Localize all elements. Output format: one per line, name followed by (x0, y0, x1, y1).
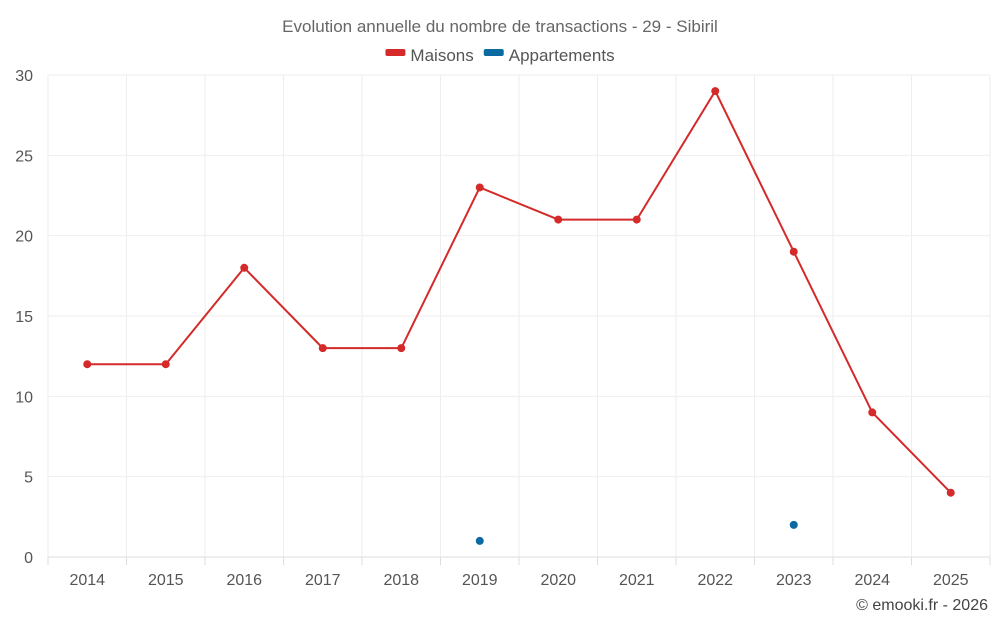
y-tick-label: 30 (15, 68, 33, 85)
data-point[interactable] (475, 536, 484, 545)
x-axis: 2014 2015 2016 2017 2018 2019 2020 2021 2022 2023… (69, 572, 968, 589)
series-appartements (475, 520, 798, 545)
y-tick-label: 15 (15, 309, 33, 326)
x-tick-label: 2023 (776, 572, 812, 589)
legend-label: Maisons (410, 46, 473, 65)
x-tick-label: 2019 (462, 572, 498, 589)
credit-text: © emooki.fr - 2026 (856, 597, 988, 614)
data-point[interactable] (946, 488, 955, 497)
x-tick-label: 2024 (854, 572, 890, 589)
data-point[interactable] (475, 183, 484, 192)
data-point[interactable] (318, 344, 327, 353)
data-point[interactable] (83, 360, 92, 369)
legend: Maisons Appartements (385, 46, 615, 65)
data-point[interactable] (554, 215, 563, 224)
x-tick-label: 2014 (69, 572, 105, 589)
data-point[interactable] (240, 263, 249, 272)
data-point[interactable] (397, 344, 406, 353)
data-point[interactable] (868, 408, 877, 417)
y-axis: 0 5 10 15 20 25 30 (15, 68, 33, 567)
x-tick-label: 2015 (148, 572, 184, 589)
legend-swatch (483, 49, 504, 56)
data-point[interactable] (632, 215, 641, 224)
x-tick-label: 2020 (540, 572, 576, 589)
series-maisons (83, 87, 955, 497)
series-line (87, 90, 952, 494)
legend-swatch (385, 49, 406, 56)
grid (47, 74, 991, 565)
legend-label: Appartements (509, 46, 615, 65)
x-tick-label: 2016 (226, 572, 262, 589)
data-point[interactable] (711, 87, 720, 96)
chart-title: Evolution annuelle du nombre de transact… (282, 17, 718, 36)
y-tick-label: 0 (24, 550, 33, 567)
data-point[interactable] (789, 247, 798, 256)
x-tick-label: 2017 (305, 572, 341, 589)
y-tick-label: 5 (24, 470, 33, 487)
x-tick-label: 2025 (933, 572, 969, 589)
legend-item[interactable]: Appartements (483, 46, 615, 65)
legend-item[interactable]: Maisons (385, 46, 474, 65)
x-tick-label: 2018 (383, 572, 419, 589)
x-tick-label: 2021 (619, 572, 655, 589)
data-point[interactable] (789, 520, 798, 529)
x-tick-label: 2022 (697, 572, 733, 589)
data-point[interactable] (161, 360, 170, 369)
series-layer (83, 87, 955, 545)
y-tick-label: 20 (15, 229, 33, 246)
y-tick-label: 10 (15, 389, 33, 406)
y-tick-label: 25 (15, 148, 33, 165)
